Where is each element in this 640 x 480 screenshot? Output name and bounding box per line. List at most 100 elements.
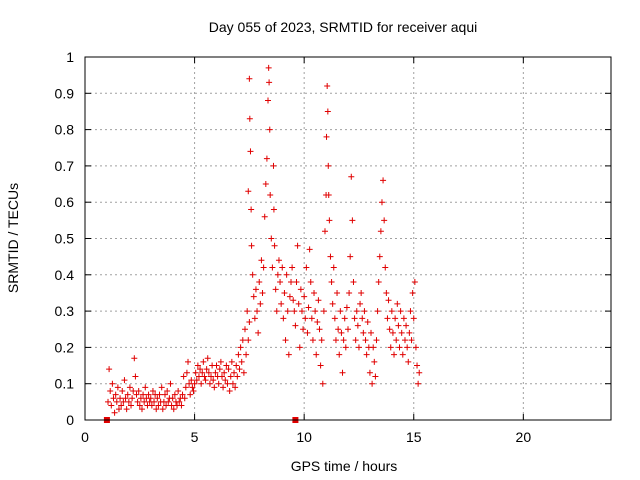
- data-point: [295, 300, 302, 307]
- data-point: [266, 126, 273, 133]
- data-point: [398, 329, 405, 336]
- data-point: [133, 391, 140, 398]
- data-point: [294, 242, 301, 249]
- data-point: [324, 83, 331, 90]
- data-point: [121, 377, 128, 384]
- data-point: [341, 315, 348, 322]
- data-point: [361, 308, 368, 315]
- data-point: [372, 373, 379, 380]
- data-point: [265, 97, 272, 104]
- data-point: [321, 228, 328, 235]
- data-point: [337, 308, 344, 315]
- data-point: [257, 300, 264, 307]
- data-point: [378, 199, 385, 206]
- data-point: [305, 304, 312, 311]
- data-point: [289, 264, 296, 271]
- data-point: [238, 358, 245, 365]
- data-point: [112, 391, 119, 398]
- data-point: [248, 242, 255, 249]
- data-point: [368, 329, 375, 336]
- data-point: [130, 387, 137, 394]
- data-point: [355, 344, 362, 351]
- data-point: [263, 155, 270, 162]
- data-point: [292, 322, 299, 329]
- data-point: [204, 355, 211, 362]
- data-point: [192, 369, 199, 376]
- y-tick-label: 0.2: [55, 339, 75, 355]
- data-point: [147, 395, 154, 402]
- data-point: [175, 387, 182, 394]
- data-point: [153, 406, 160, 413]
- data-point: [217, 358, 224, 365]
- data-point: [395, 322, 402, 329]
- data-point: [178, 402, 185, 409]
- data-point: [311, 289, 318, 296]
- data-point: [140, 391, 147, 398]
- data-point: [324, 108, 331, 115]
- data-point: [314, 318, 321, 325]
- data-point: [245, 188, 252, 195]
- data-point: [415, 380, 422, 387]
- data-point: [218, 373, 225, 380]
- data-point: [171, 391, 178, 398]
- data-point: [164, 387, 171, 394]
- data-point: [142, 384, 149, 391]
- data-point: [244, 308, 251, 315]
- data-point: [382, 264, 389, 271]
- data-point: [200, 358, 207, 365]
- chart-title: Day 055 of 2023, SRMTID for receiver aqu…: [209, 19, 477, 35]
- data-point: [138, 406, 145, 413]
- data-point: [202, 377, 209, 384]
- x-tick-labels: 0 5 10 15 20: [81, 429, 531, 445]
- data-point: [168, 402, 175, 409]
- data-point: [315, 297, 322, 304]
- data-point: [236, 366, 243, 373]
- data-point: [182, 384, 189, 391]
- data-point: [270, 162, 277, 169]
- data-point: [296, 344, 303, 351]
- data-point: [252, 286, 259, 293]
- data-point: [258, 257, 265, 264]
- data-point: [399, 351, 406, 358]
- data-point: [203, 366, 210, 373]
- data-point: [359, 315, 366, 322]
- data-point: [232, 384, 239, 391]
- data-point: [308, 315, 315, 322]
- y-tick-label: 0.6: [55, 194, 75, 210]
- data-point: [115, 406, 122, 413]
- data-point: [312, 308, 319, 315]
- data-point: [234, 373, 241, 380]
- data-point: [205, 369, 212, 376]
- data-point: [186, 380, 193, 387]
- data-point: [145, 391, 152, 398]
- data-point: [122, 395, 129, 402]
- data-point: [362, 337, 369, 344]
- data-point: [384, 315, 391, 322]
- data-point: [226, 387, 233, 394]
- y-axis-label: SRMTID / TECUs: [5, 183, 21, 293]
- data-point: [301, 293, 308, 300]
- data-point: [410, 315, 417, 322]
- data-point: [300, 326, 307, 333]
- data-point: [215, 380, 222, 387]
- data-point: [137, 395, 144, 402]
- data-point: [267, 191, 274, 198]
- data-point: [388, 308, 395, 315]
- data-point: [281, 289, 288, 296]
- data-point: [325, 162, 332, 169]
- data-point: [229, 380, 236, 387]
- data-point: [185, 358, 192, 365]
- data-point: [273, 308, 280, 315]
- data-point: [285, 351, 292, 358]
- data-point: [396, 344, 403, 351]
- data-point: [255, 329, 262, 336]
- data-point: [336, 351, 343, 358]
- data-point: [394, 300, 401, 307]
- data-point: [128, 402, 135, 409]
- data-point: [407, 308, 414, 315]
- data-point: [181, 395, 188, 402]
- data-point: [106, 366, 113, 373]
- data-point: [167, 380, 174, 387]
- data-point: [270, 206, 277, 213]
